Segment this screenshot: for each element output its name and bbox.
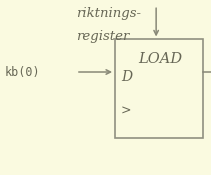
Text: register: register xyxy=(76,30,129,43)
Bar xyxy=(115,39,203,138)
Text: D: D xyxy=(121,70,132,84)
Text: kb(0): kb(0) xyxy=(4,65,40,79)
Text: riktnings-: riktnings- xyxy=(76,8,141,20)
Text: LOAD: LOAD xyxy=(138,52,183,66)
Text: >: > xyxy=(121,105,132,118)
